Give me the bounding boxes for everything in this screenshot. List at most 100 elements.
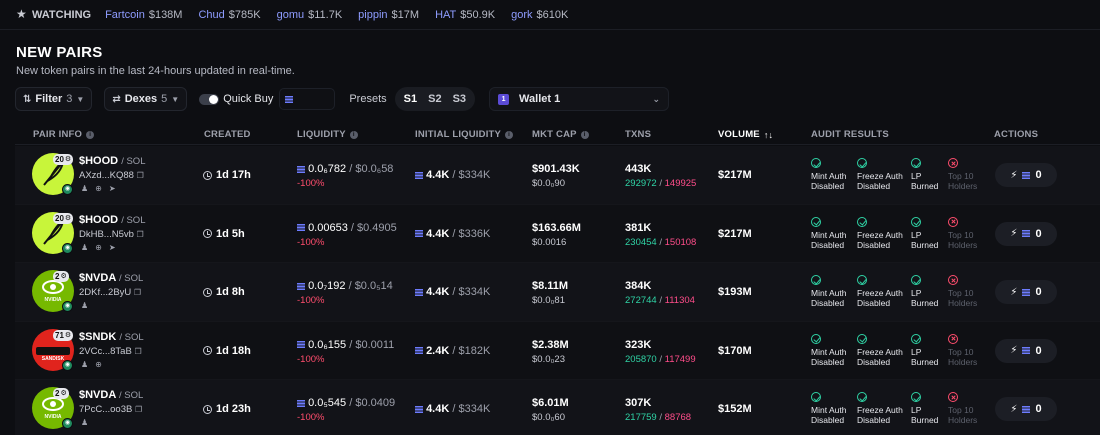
pairs-table-body: 20 ⚙ ◉ $HOOD / SOL AXzd...KQ88 ❐ ♟ ⊕ ➤ 1d … — [15, 146, 1100, 435]
pair-name[interactable]: $HOOD / SOL — [79, 213, 146, 226]
col-liquidity: LIQUIDITY i — [297, 129, 358, 140]
pair-address[interactable]: AXzd...KQ88 ❐ — [79, 170, 144, 181]
table-row[interactable]: 20 ⚙ ◉ $HOOD / SOL AXzd...KQ88 ❐ ♟ ⊕ ➤ 1d … — [15, 146, 1100, 205]
quick-buy-control: Quick Buy — [199, 88, 336, 110]
quick-buy-button[interactable]: ⚡ 0 — [995, 163, 1057, 187]
filter-button[interactable]: ⇅ Filter 3 ▼ — [15, 87, 93, 111]
quick-buy-button[interactable]: ⚡ 0 — [995, 338, 1057, 363]
sells-count: 117499 — [664, 353, 696, 365]
audit-top10-holders: Top 10 Holders — [948, 275, 984, 308]
pair-name[interactable]: $NVDA / SOL — [79, 272, 144, 284]
pair-name[interactable]: $SNDK / SOL — [79, 330, 144, 343]
holders-badge: 2 ⚙ — [53, 271, 69, 282]
globe-icon[interactable]: ⊕ — [95, 184, 102, 193]
avatar-logo-text: NVIDIA — [44, 297, 62, 303]
globe-icon[interactable]: ⊕ — [95, 242, 102, 252]
copy-icon[interactable]: ❐ — [136, 171, 144, 180]
user-icon[interactable]: ♟ — [81, 242, 89, 252]
copy-icon[interactable]: ❐ — [134, 405, 143, 414]
wallet-select[interactable]: 1 Wallet 1 ⌄ — [489, 87, 670, 111]
pair-social-icons: ♟ ⊕ ➤ — [81, 243, 116, 252]
solana-icon — [297, 165, 305, 173]
wallet-label: Wallet 1 — [519, 93, 561, 105]
copy-icon[interactable]: ❐ — [133, 288, 142, 297]
watch-item[interactable]: Fartcoin $138M — [105, 9, 182, 21]
watch-value: $610K — [536, 8, 569, 21]
globe-icon[interactable]: ⊕ — [95, 359, 102, 369]
watch-symbol: pippin — [358, 8, 388, 21]
quick-buy-button[interactable]: ⚡ 0 — [995, 397, 1057, 421]
table-row[interactable]: SANDISK 71 ⚙ ◉ $SNDK / SOL 2VCc...8TaB ❐ … — [15, 321, 1100, 380]
pump-icon: ◉ — [62, 418, 73, 429]
check-circle-icon — [911, 275, 921, 285]
preset-s1[interactable]: S1 — [403, 93, 418, 105]
market-cap: $901.43K — [532, 163, 580, 175]
watch-value: $11.7K — [308, 8, 343, 21]
lightning-icon: ⚡ — [1010, 403, 1018, 415]
watch-item[interactable]: HAT $50.9K — [435, 9, 495, 21]
pair-address[interactable]: 2VCc...8TaB ❐ — [79, 345, 142, 357]
x-circle-icon — [948, 275, 958, 285]
solana-icon — [297, 224, 305, 232]
table-header: PAIR INFO i CREATED LIQUIDITY i INITIAL LI… — [15, 123, 1100, 145]
table-row[interactable]: NVIDIA 2 ⚙ ◉ $NVDA / SOL 2DKf...2ByU ❐ ♟ … — [15, 263, 1100, 322]
solana-icon — [1022, 288, 1031, 296]
user-icon[interactable]: ♟ — [81, 359, 89, 369]
filter-icon: ⇅ — [23, 93, 32, 105]
pair-name[interactable]: $HOOD / SOL — [79, 155, 146, 167]
pair-address[interactable]: 2DKf...2ByU ❐ — [79, 287, 142, 298]
solana-icon — [415, 230, 423, 238]
col-txns: TXNS — [625, 129, 652, 140]
token-price: $0.0₀81 — [532, 295, 565, 306]
user-icon[interactable]: ♟ — [81, 184, 89, 193]
quick-buy-toggle[interactable] — [199, 93, 220, 105]
txns-split: 217759 / 88768 — [625, 412, 692, 423]
check-circle-icon — [811, 333, 821, 344]
col-initial-liquidity: INITIAL LIQUIDITY i — [415, 129, 514, 140]
table-row[interactable]: 20 ⚙ ◉ $HOOD / SOL DkHB...N5vb ❐ ♟ ⊕ ➤ 1d … — [15, 204, 1100, 263]
copy-icon[interactable]: ❐ — [136, 229, 144, 239]
holders-badge: 20 ⚙ — [53, 154, 74, 165]
volume-value: $217M — [718, 169, 752, 181]
copy-icon[interactable]: ❐ — [134, 346, 142, 356]
check-circle-icon — [911, 333, 921, 344]
col-volume[interactable]: VOLUME ↑↓ — [718, 129, 774, 140]
pair-address[interactable]: 7PcC...oo3B ❐ — [79, 404, 143, 415]
quick-buy-button[interactable]: ⚡ 0 — [995, 280, 1057, 304]
watch-value: $138M — [148, 8, 183, 21]
info-icon[interactable]: i — [349, 130, 358, 139]
pair-address[interactable]: DkHB...N5vb ❐ — [79, 228, 144, 240]
audit-lp-burned: LP Burned — [911, 216, 941, 250]
telegram-icon[interactable]: ➤ — [108, 184, 116, 193]
info-icon[interactable]: i — [86, 130, 95, 139]
preset-s3[interactable]: S3 — [452, 93, 467, 105]
x-circle-icon — [948, 216, 958, 227]
table-row[interactable]: NVIDIA 2 ⚙ ◉ $NVDA / SOL 7PcC...oo3B ❐ ♟ … — [15, 380, 1100, 435]
audit-lp-burned: LP Burned — [911, 392, 941, 425]
preset-s2[interactable]: S2 — [428, 93, 442, 105]
watch-item[interactable]: pippin $17M — [358, 9, 419, 21]
star-icon: ★ — [16, 7, 27, 21]
info-icon[interactable]: i — [580, 130, 589, 139]
watch-symbol: HAT — [435, 8, 457, 21]
solana-icon — [1022, 347, 1031, 354]
watch-item[interactable]: gork $610K — [511, 9, 568, 21]
dexes-button[interactable]: ⇄ Dexes 5 ▼ — [104, 87, 188, 111]
watch-item[interactable]: gomu $11.7K — [277, 9, 343, 21]
telegram-icon[interactable]: ➤ — [108, 242, 116, 252]
user-icon[interactable]: ♟ — [81, 301, 89, 310]
quick-buy-button[interactable]: ⚡ 0 — [995, 221, 1057, 246]
volume-value: $170M — [718, 344, 752, 357]
sandisk-logo-icon — [36, 346, 70, 355]
wallet-icon: 1 — [498, 93, 510, 105]
watch-symbol: Fartcoin — [105, 8, 145, 21]
quick-buy-amount-input[interactable] — [279, 88, 336, 110]
watch-item[interactable]: Chud $785K — [198, 9, 260, 21]
pair-name[interactable]: $NVDA / SOL — [79, 389, 144, 401]
solana-icon — [415, 347, 423, 355]
audit-mint-auth: Mint Auth Disabled — [811, 216, 853, 250]
user-icon[interactable]: ♟ — [81, 418, 89, 427]
info-icon[interactable]: i — [505, 130, 514, 139]
nvidia-logo-icon — [42, 280, 64, 294]
buys-count: 230454 — [625, 236, 657, 248]
